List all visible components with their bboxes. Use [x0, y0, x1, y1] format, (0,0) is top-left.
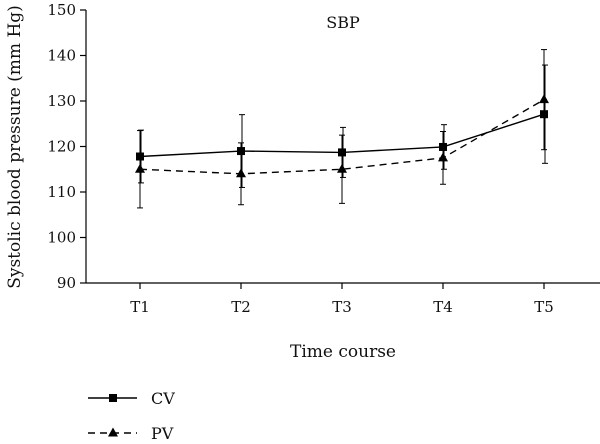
legend-label-cv: CV [151, 389, 175, 408]
y-axis-title: Systolic blood pressure (mm Hg) [5, 5, 25, 289]
x-axis-title: Time course [290, 342, 396, 362]
chart-title: SBP [326, 13, 360, 32]
y-tick-label: 90 [57, 274, 76, 292]
y-tick-label: 140 [47, 47, 76, 65]
data-point-pv [236, 168, 246, 178]
y-tick-label: 130 [47, 92, 76, 110]
legend-marker-cv [109, 394, 117, 402]
y-ticks: 90 100 110 120 130 140 150 [47, 1, 86, 292]
x-tick-label: T5 [534, 298, 554, 316]
y-tick-label: 100 [47, 229, 76, 247]
legend-item-pv: PV [88, 424, 174, 443]
legend-label-pv: PV [151, 424, 174, 443]
data-point-pv [438, 152, 448, 162]
x-tick-label: T4 [433, 298, 453, 316]
x-tick-label: T3 [332, 298, 352, 316]
x-tick-label: T2 [231, 298, 251, 316]
y-tick-label: 150 [47, 1, 76, 19]
legend-marker-pv [108, 427, 118, 437]
data-point-pv [135, 163, 145, 173]
y-tick-label: 120 [47, 138, 76, 156]
data-point-pv [539, 94, 549, 104]
series-layer [135, 49, 549, 209]
series-line-pv [139, 99, 545, 175]
data-point-pv [337, 163, 347, 173]
y-tick-label: 110 [47, 183, 76, 201]
x-ticks: T1 T2 T3 T4 T5 [130, 283, 554, 316]
legend-item-cv: CV [88, 389, 175, 408]
legend: CV PV [88, 389, 175, 443]
x-tick-label: T1 [130, 298, 150, 316]
series-pv [135, 49, 549, 209]
